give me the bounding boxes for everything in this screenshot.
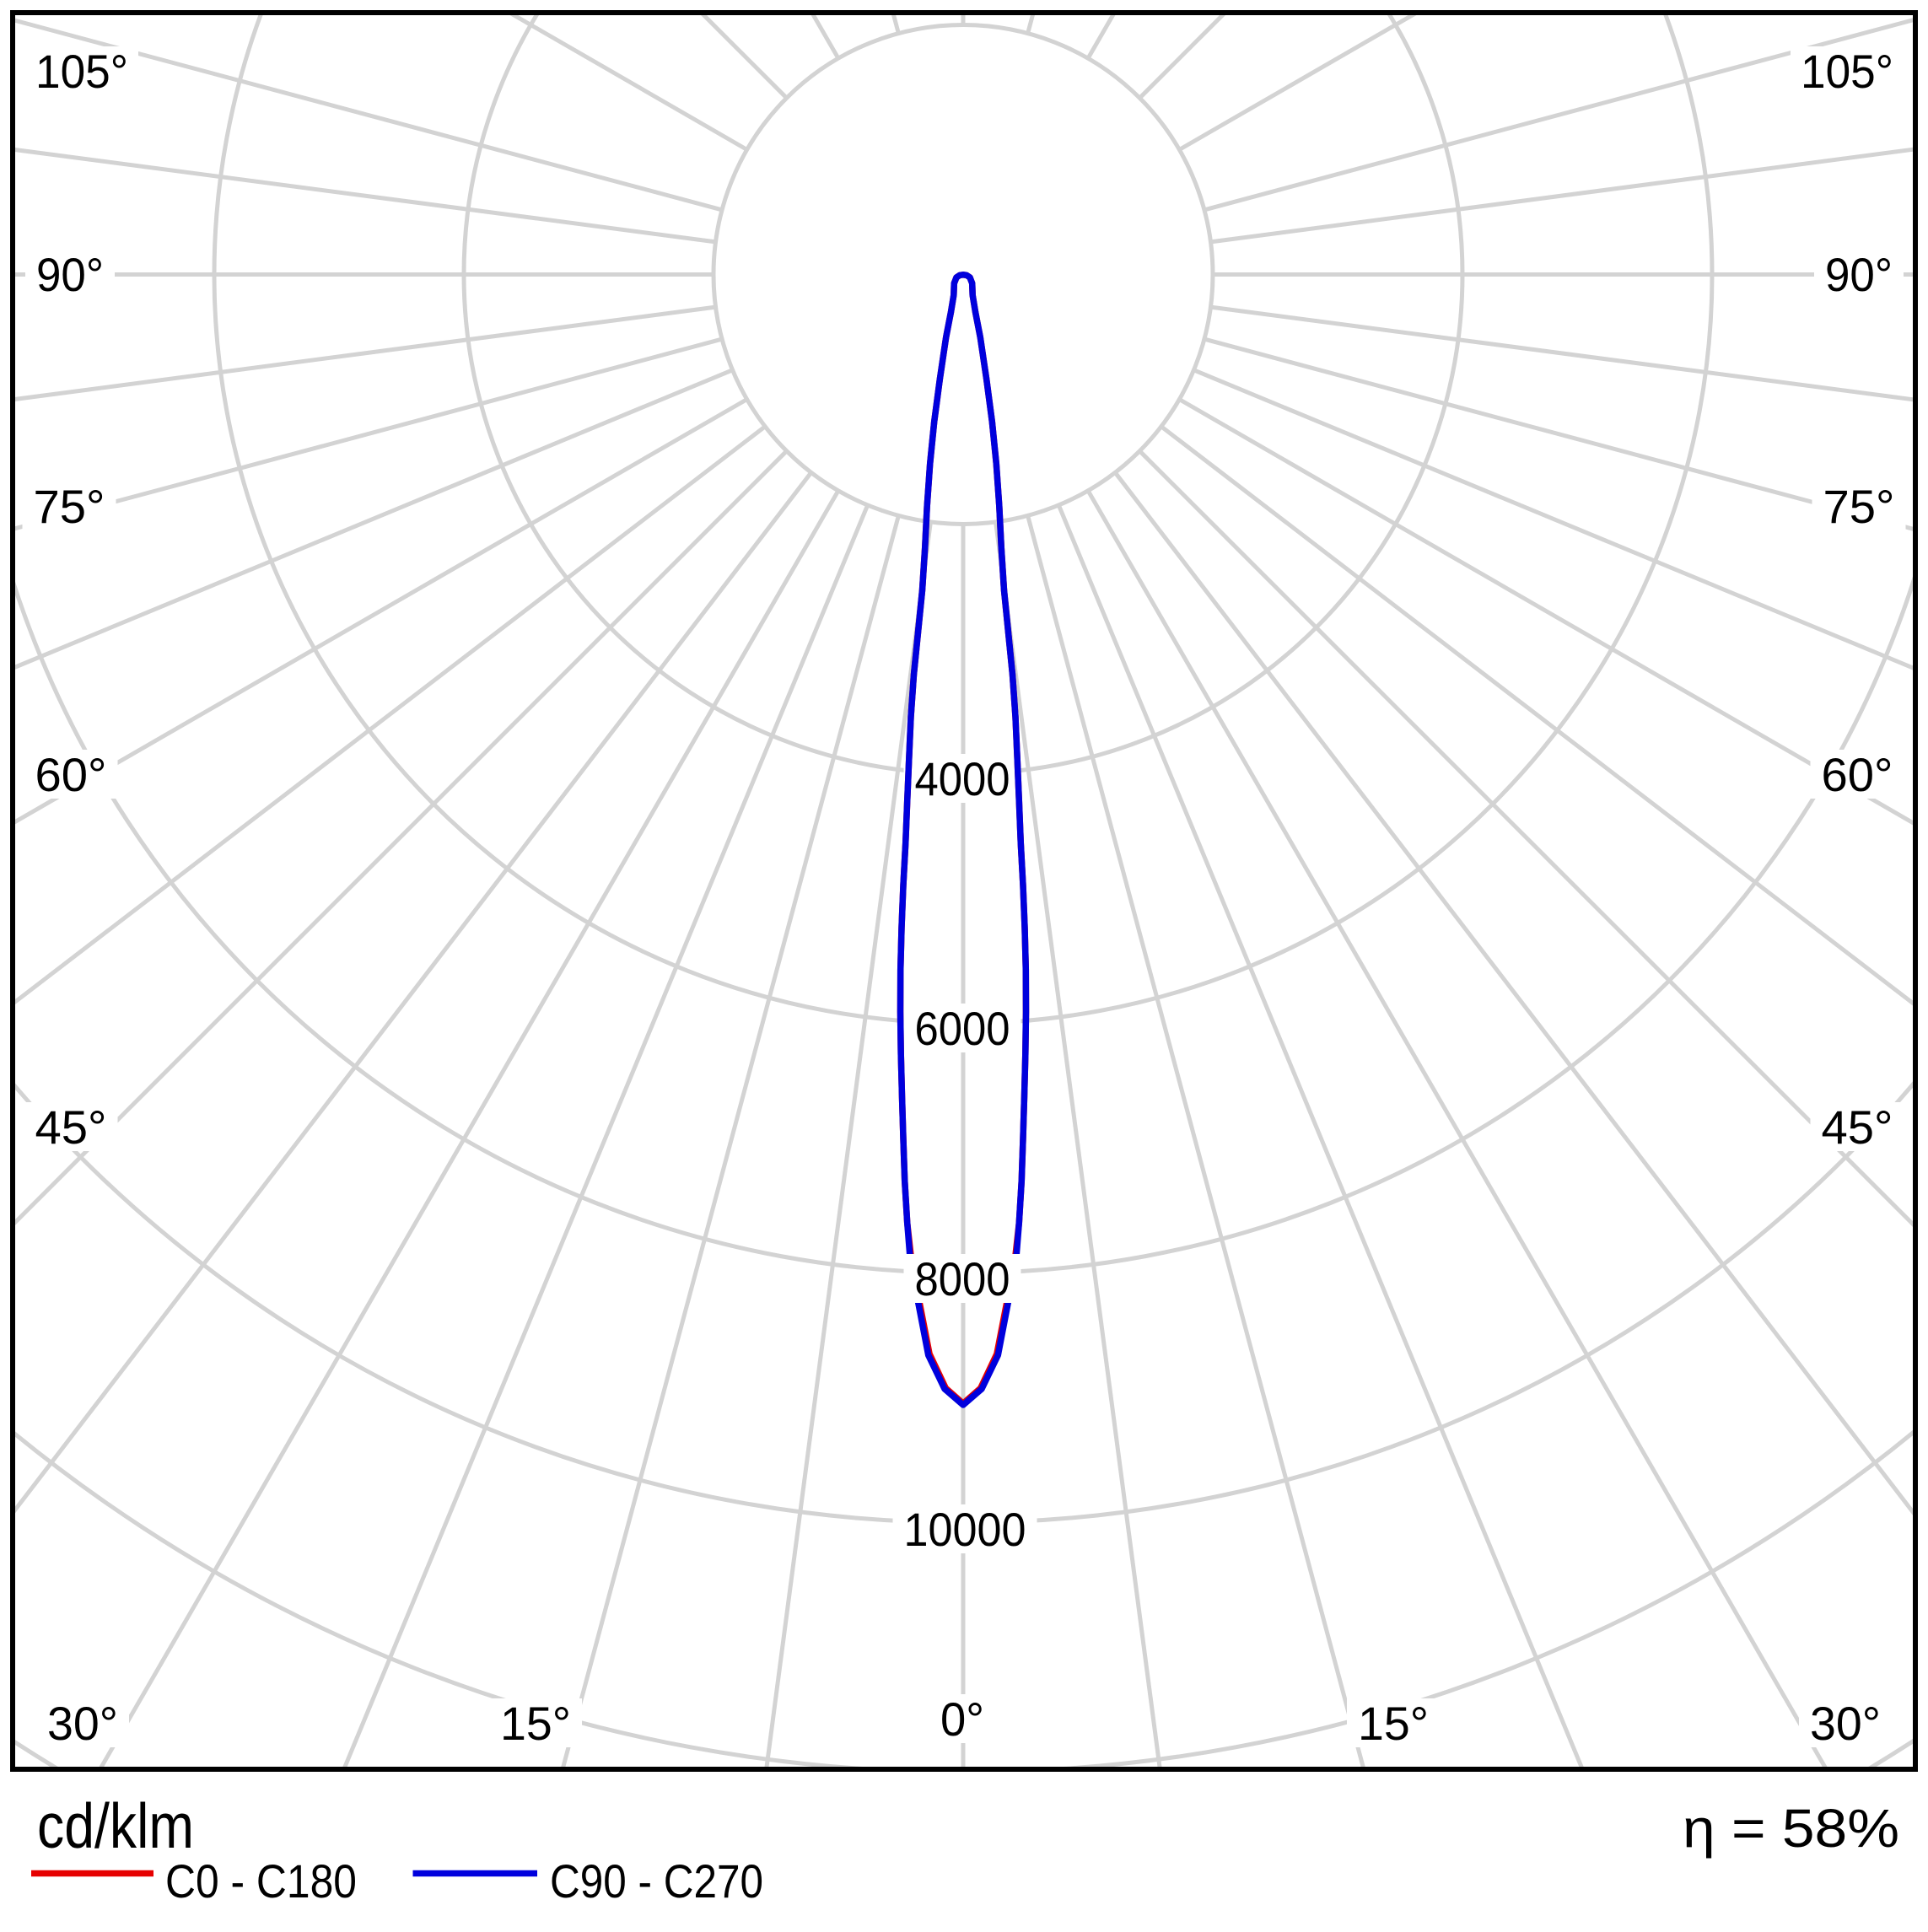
svg-text:105°: 105°: [1801, 45, 1893, 98]
svg-text:C0 - C180: C0 - C180: [165, 1854, 357, 1908]
svg-text:15°: 15°: [500, 1697, 571, 1750]
svg-text:60°: 60°: [1822, 748, 1893, 801]
svg-text:45°: 45°: [1822, 1101, 1893, 1154]
svg-text:75°: 75°: [34, 480, 105, 533]
svg-text:cd/klm: cd/klm: [37, 1790, 194, 1861]
svg-text:15°: 15°: [1358, 1697, 1429, 1750]
svg-text:8000: 8000: [915, 1252, 1010, 1305]
svg-text:30°: 30°: [47, 1697, 118, 1750]
svg-text:0°: 0°: [940, 1693, 984, 1746]
svg-text:45°: 45°: [35, 1101, 107, 1154]
svg-text:105°: 105°: [35, 45, 128, 98]
svg-text:C90 - C270: C90 - C270: [550, 1854, 763, 1908]
svg-text:30°: 30°: [1810, 1697, 1881, 1750]
svg-text:90°: 90°: [1825, 248, 1893, 301]
svg-text:75°: 75°: [1823, 480, 1895, 533]
svg-text:4000: 4000: [915, 752, 1010, 805]
svg-text:10000: 10000: [904, 1503, 1026, 1556]
svg-text:η = 58%: η = 58%: [1683, 1798, 1899, 1859]
svg-text:90°: 90°: [36, 248, 104, 301]
svg-text:6000: 6000: [915, 1002, 1010, 1055]
svg-text:60°: 60°: [35, 748, 107, 801]
